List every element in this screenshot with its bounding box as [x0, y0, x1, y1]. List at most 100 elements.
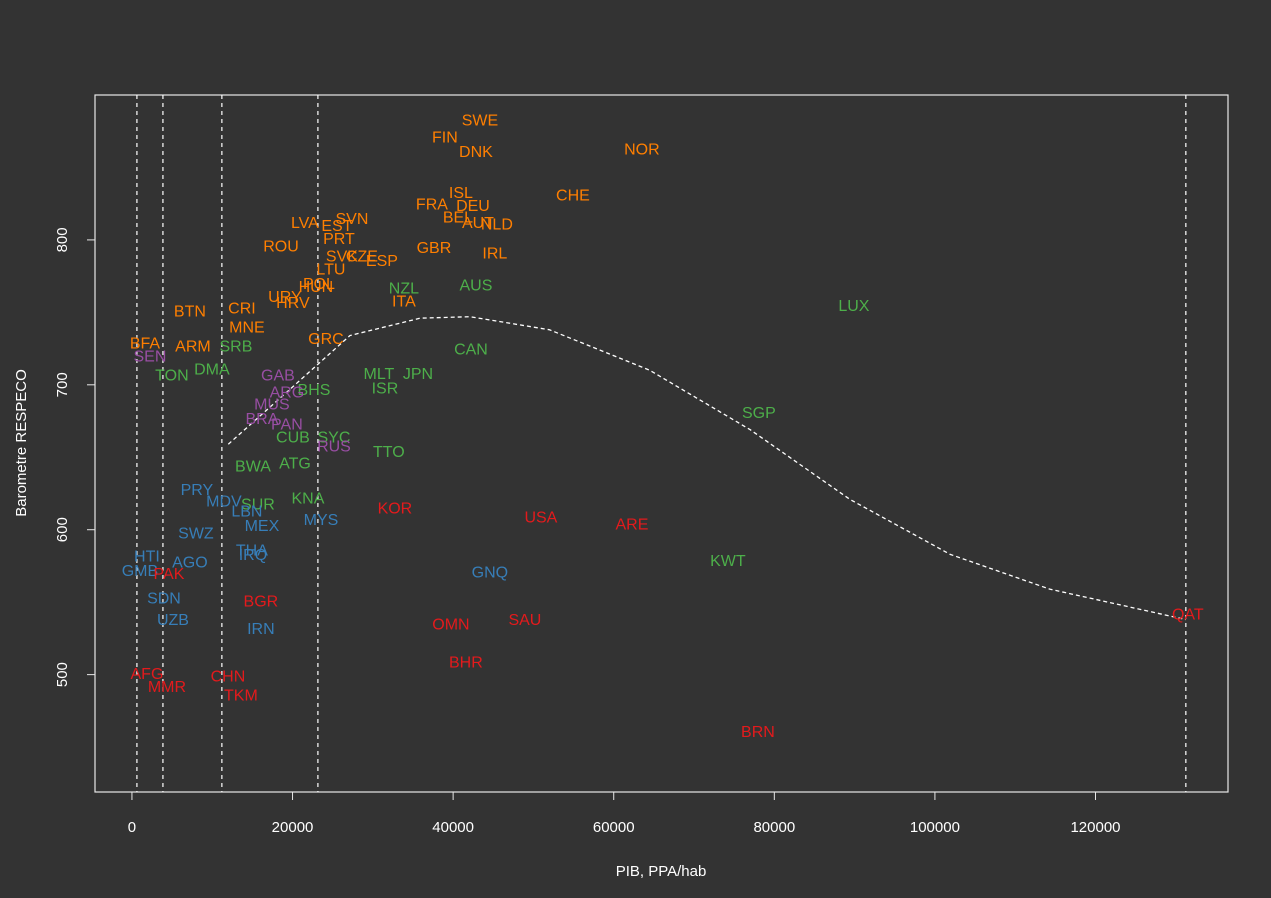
country-point: CRI: [228, 301, 256, 318]
country-point: HRV: [276, 295, 310, 312]
country-point: MUS: [254, 396, 290, 413]
country-point: BTN: [174, 304, 206, 321]
country-point: GNQ: [472, 564, 508, 581]
country-point: IRL: [482, 246, 507, 263]
country-point: SEN: [133, 348, 166, 365]
country-point: MLT: [364, 366, 395, 383]
country-point: BFA: [130, 335, 161, 352]
country-point: KOR: [378, 501, 413, 518]
y-axis-label: Barometre RESPECO: [13, 369, 30, 517]
country-point: OMN: [432, 617, 469, 634]
country-point: UZB: [157, 612, 189, 629]
country-point: NOR: [624, 141, 660, 158]
country-point: DEU: [456, 198, 490, 215]
x-tick-label: 20000: [272, 819, 314, 836]
country-point: BRA: [245, 411, 278, 428]
country-point: ITA: [392, 293, 416, 310]
country-point: DMA: [194, 362, 230, 379]
country-point: MYS: [304, 512, 339, 529]
country-point: TTO: [373, 444, 405, 461]
country-point: AUT: [462, 215, 494, 232]
country-point: CAN: [454, 341, 488, 358]
country-point: SRB: [219, 338, 252, 355]
country-point: ARE: [615, 517, 648, 534]
country-point: LBN: [231, 504, 262, 521]
country-point: ATG: [279, 456, 311, 473]
plot-frame: [94, 94, 1229, 793]
country-point: NLD: [481, 217, 513, 234]
country-point: CZE: [346, 249, 378, 266]
country-point: PAN: [271, 417, 303, 434]
x-tick-label: 80000: [753, 819, 795, 836]
country-point: LTU: [316, 262, 345, 279]
country-point: ISR: [372, 380, 399, 397]
country-point: SAU: [508, 612, 541, 629]
country-point: KNA: [291, 491, 324, 508]
country-point: JPN: [403, 366, 433, 383]
country-point: KWT: [710, 553, 746, 570]
country-point: CHN: [211, 669, 246, 686]
country-point: SVK: [326, 249, 358, 266]
x-tick-label: 120000: [1070, 819, 1120, 836]
x-tick-label: 100000: [910, 819, 960, 836]
country-point: ROU: [263, 238, 299, 255]
country-point: GRC: [308, 331, 344, 348]
country-point: BEL: [443, 209, 473, 226]
country-point: LUX: [838, 298, 869, 315]
country-point: PAK: [154, 566, 185, 583]
country-point: SGP: [742, 405, 776, 422]
country-point: MEX: [245, 518, 280, 535]
country-point: THA: [236, 543, 268, 560]
country-point: GAB: [261, 367, 295, 384]
country-point: IRQ: [239, 547, 267, 564]
country-point: BWA: [235, 459, 271, 476]
country-point: EST: [321, 218, 352, 235]
country-point: AUS: [459, 277, 492, 294]
country-point: LVA: [291, 215, 319, 232]
country-point: SDN: [147, 590, 181, 607]
country-point: POL: [303, 276, 335, 293]
country-point: NZL: [389, 280, 419, 297]
country-point: CUB: [276, 430, 310, 447]
country-point: HUN: [299, 279, 334, 296]
x-tick-label: 40000: [432, 819, 474, 836]
x-tick-label: 0: [128, 819, 136, 836]
country-point: RUS: [317, 438, 351, 455]
country-point: USA: [524, 509, 557, 526]
country-point: GBR: [417, 240, 452, 257]
country-point: IRN: [247, 621, 275, 638]
country-point: SWZ: [178, 525, 214, 542]
y-tick-label: 600: [54, 517, 71, 542]
country-point: FRA: [416, 196, 448, 213]
country-point: GMB: [122, 563, 158, 580]
country-point: SYC: [318, 430, 351, 447]
country-point: BHS: [298, 382, 331, 399]
country-point: SUR: [241, 496, 275, 513]
country-point: TON: [155, 367, 188, 384]
country-point: SVN: [335, 211, 368, 228]
country-point: PRY: [181, 482, 214, 499]
y-tick-label: 800: [54, 227, 71, 252]
country-point: MNE: [229, 320, 265, 337]
country-point: MMR: [148, 679, 186, 696]
country-point: BHR: [449, 654, 483, 671]
country-point: PRT: [323, 231, 355, 248]
x-tick-label: 60000: [593, 819, 635, 836]
country-point: AFG: [131, 666, 164, 683]
y-tick-label: 700: [54, 372, 71, 397]
country-point: DNK: [459, 144, 493, 161]
country-point: BRN: [741, 724, 775, 741]
y-tick-label: 500: [54, 662, 71, 687]
country-point: QAT: [1172, 606, 1204, 623]
country-point: ARM: [175, 338, 211, 355]
country-point: MDV: [206, 493, 242, 510]
x-axis-label: PIB, PPA/hab: [616, 863, 707, 880]
trend-curve: [227, 316, 1186, 621]
country-point: ISL: [449, 185, 473, 202]
country-point: SWE: [462, 112, 498, 129]
country-point: CHE: [556, 188, 590, 205]
country-point: FIN: [432, 130, 458, 147]
country-point: HTI: [134, 548, 160, 565]
